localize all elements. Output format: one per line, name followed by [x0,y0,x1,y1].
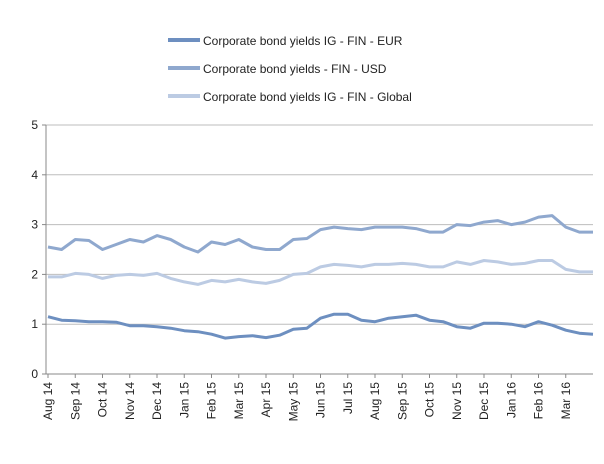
y-tick-label: 2 [31,267,38,281]
series-line [48,259,593,286]
x-tick-label: Mar 16 [559,382,573,420]
x-tick-label: Sep 15 [395,382,409,420]
y-tick-label: 5 [31,118,38,132]
x-tick-label: Feb 16 [532,382,546,420]
x-tick-label: Mar 15 [232,382,246,420]
x-tick-label: May 15 [286,382,300,422]
x-tick-label: Aug 15 [368,382,382,420]
x-tick-label: Oct 14 [96,382,110,418]
legend-label: Corporate bond yields IG - FIN - EUR [203,34,403,48]
y-tick-label: 0 [31,367,38,381]
x-tick-label: Jun 15 [314,382,328,418]
x-tick-label: Jul 15 [341,382,355,414]
x-tick-label: Feb 15 [205,382,219,420]
x-tick-label: Jan 16 [504,382,518,418]
y-tick-label: 4 [31,168,38,182]
x-tick-label: Dec 15 [477,382,491,420]
y-tick-label: 1 [31,317,38,331]
x-tick-label: Jan 15 [177,382,191,418]
x-tick-label: Oct 15 [423,382,437,418]
x-tick-label: Dec 14 [150,382,164,420]
legend-label: Corporate bond yields IG - FIN - Global [203,90,412,104]
x-tick-label: Sep 14 [68,382,82,420]
y-tick-label: 3 [31,218,38,232]
x-tick-label: Nov 15 [450,382,464,420]
x-tick-label: Apr 15 [259,382,273,418]
x-tick-label: Aug 14 [41,382,55,420]
series-line [47,214,593,254]
x-tick-label: Nov 14 [123,382,137,420]
series-line [47,312,594,340]
legend-label: Corporate bond yields - FIN - USD [203,62,387,76]
